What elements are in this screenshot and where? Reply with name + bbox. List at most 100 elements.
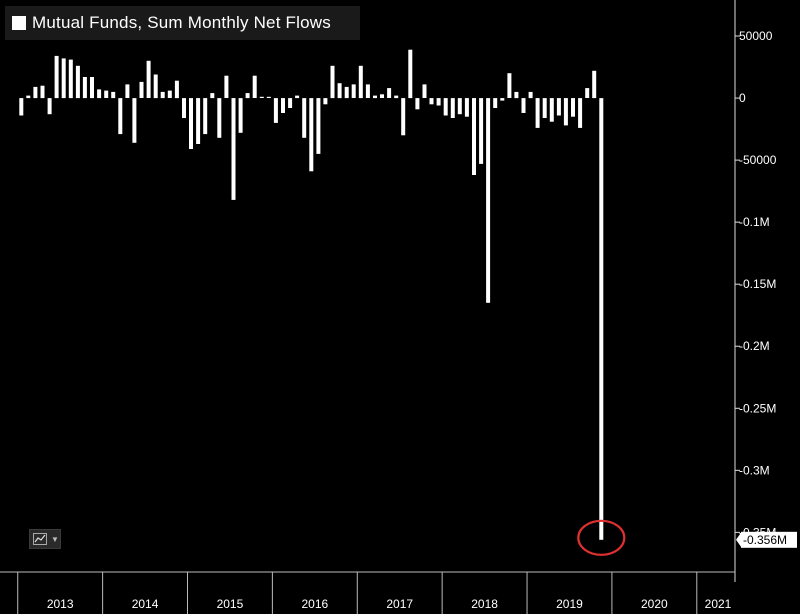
x-tick-label: 2014: [132, 597, 159, 611]
bar: [578, 98, 583, 128]
bar: [174, 80, 179, 99]
bar: [472, 98, 476, 175]
bar: [182, 98, 186, 118]
bar: [507, 73, 512, 98]
bar: [387, 88, 392, 98]
bar: [358, 65, 363, 99]
chart-type-button[interactable]: ▼: [29, 529, 61, 549]
bar: [97, 89, 102, 99]
highlight-circle: [577, 519, 626, 556]
bar: [189, 98, 193, 149]
bar: [146, 60, 151, 98]
annotations: -0.356M: [577, 519, 797, 556]
bar: [125, 84, 130, 98]
y-tick-label: -0.3M: [739, 463, 770, 477]
bar: [394, 95, 399, 99]
bar: [563, 98, 568, 126]
bar: [571, 98, 575, 117]
bar: [500, 98, 505, 101]
bar: [224, 75, 229, 98]
last-value-pointer: [736, 532, 741, 547]
bar: [599, 98, 604, 540]
bar: [337, 83, 342, 99]
line-chart-icon: [33, 533, 47, 545]
bar: [203, 98, 208, 135]
bar: [380, 94, 384, 98]
bar: [486, 98, 491, 303]
bar: [542, 98, 547, 118]
bar: [273, 98, 278, 123]
bar: [118, 98, 123, 135]
bar: [316, 98, 321, 154]
bar: [457, 98, 462, 115]
x-tick-label: 2021: [705, 597, 732, 611]
bar: [26, 95, 31, 99]
y-axis: 500000-50000-0.1M-0.15M-0.2M-0.25M-0.3M-…: [734, 0, 777, 582]
bar: [217, 98, 222, 138]
bar: [549, 98, 554, 122]
bar: [415, 98, 420, 110]
bar: [160, 91, 165, 99]
y-tick-label: -0.25M: [739, 401, 776, 415]
bar: [528, 91, 533, 99]
bar: [422, 84, 427, 98]
bar: [295, 95, 300, 99]
bar: [68, 59, 73, 99]
bar: [54, 55, 59, 99]
y-tick-label: -0.2M: [739, 339, 770, 353]
bar: [153, 74, 158, 99]
bar: [450, 98, 455, 118]
bar: [401, 98, 406, 136]
x-axis: 2013 2014 2015 2016 2017 2018 2019 2020 2021: [0, 571, 735, 614]
bar: [373, 95, 377, 99]
bar: [288, 98, 293, 108]
bar: [323, 98, 328, 105]
bar-series: [19, 49, 604, 540]
legend-label: Mutual Funds, Sum Monthly Net Flows: [32, 13, 331, 32]
bar: [259, 96, 264, 98]
bar: [429, 98, 434, 105]
y-tick-label: -50000: [739, 153, 777, 167]
bar: [82, 77, 87, 99]
bar: [111, 91, 116, 99]
bar: [521, 98, 526, 113]
x-tick-label: 2017: [386, 597, 413, 611]
bar: [479, 98, 484, 164]
bar: [266, 96, 271, 98]
bar: [493, 98, 498, 108]
last-value-label: -0.356M: [743, 533, 787, 547]
bar: [90, 77, 94, 99]
bar: [351, 84, 356, 98]
x-tick-label: 2020: [641, 597, 668, 611]
bar: [40, 85, 45, 99]
bar: [408, 49, 413, 99]
bar: [535, 98, 540, 128]
bar: [167, 90, 172, 98]
bar: [210, 93, 215, 99]
legend: Mutual Funds, Sum Monthly Net Flows: [5, 6, 360, 40]
legend-swatch: [12, 16, 26, 30]
bar: [132, 98, 137, 143]
last-value-box: [741, 531, 797, 548]
chevron-down-icon: ▼: [51, 534, 59, 544]
bar: [139, 81, 144, 98]
x-tick-label: 2019: [556, 597, 583, 611]
bar: [344, 86, 349, 99]
bar: [245, 93, 250, 99]
bar: [464, 98, 469, 117]
bar: [330, 65, 335, 99]
bar: [514, 91, 519, 99]
bar: [196, 98, 201, 144]
y-tick-label: -0.1M: [739, 215, 770, 229]
bar: [436, 98, 441, 106]
bar: [33, 86, 38, 99]
bar: [592, 70, 597, 99]
x-tick-label: 2013: [47, 597, 74, 611]
y-tick-label: 50000: [739, 29, 773, 43]
bar: [231, 98, 236, 200]
bar: [556, 98, 561, 116]
bar: [75, 65, 80, 99]
y-tick-label: -0.15M: [739, 277, 776, 291]
bar: [281, 98, 285, 113]
